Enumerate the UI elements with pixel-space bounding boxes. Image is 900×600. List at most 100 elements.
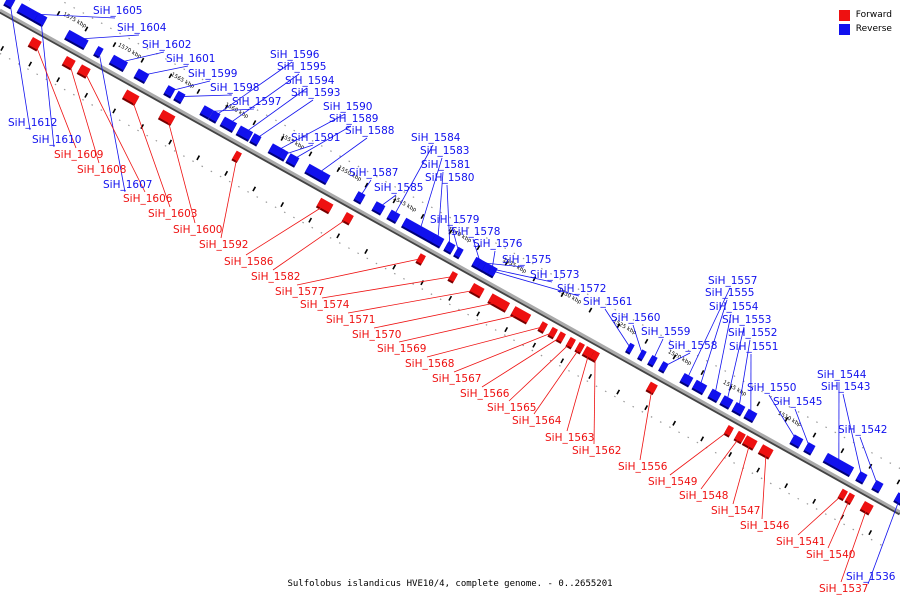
gene-sih-1557[interactable]	[679, 373, 694, 388]
gene-sih-1602[interactable]	[108, 54, 129, 73]
gene-sih-1552[interactable]	[731, 402, 746, 417]
gene-label[interactable]: SiH_1550	[747, 382, 796, 394]
gene-label[interactable]: SiH_1600	[173, 224, 222, 236]
gene-label[interactable]: SiH_1548	[679, 490, 728, 502]
gene-label[interactable]: SiH_1557	[708, 275, 757, 287]
gene-sih-1567[interactable]	[547, 326, 558, 340]
gene-label[interactable]: SiH_1595	[277, 61, 326, 73]
gene-sih-1559[interactable]	[647, 355, 658, 368]
gene-label[interactable]: SiH_1605	[93, 5, 142, 17]
gene-label[interactable]: SiH_1607	[103, 179, 152, 191]
gene-sih-1581[interactable]	[430, 234, 445, 249]
gene-label[interactable]: SiH_1560	[611, 312, 660, 324]
gene-sih-1598[interactable]	[173, 90, 186, 105]
gene-label[interactable]: SiH_1575	[502, 254, 551, 266]
gene-label[interactable]: SiH_1536	[846, 571, 896, 583]
gene-label[interactable]: SiH_1612	[8, 117, 57, 129]
gene-label[interactable]: SiH_1547	[711, 505, 760, 517]
gene-label[interactable]: SiH_1590	[323, 101, 372, 113]
gene-label[interactable]: SiH_1581	[421, 159, 470, 171]
gene-label[interactable]: SiH_1608	[77, 164, 126, 176]
gene-sih-1566[interactable]	[555, 331, 566, 344]
gene-label[interactable]: SiH_1543	[821, 381, 870, 393]
gene-label[interactable]: SiH_1562	[572, 445, 621, 457]
gene-sih-1553[interactable]	[719, 395, 734, 410]
gene-sih-1582[interactable]	[341, 212, 354, 226]
gene-sih-1536[interactable]	[893, 492, 900, 506]
gene-label[interactable]: SiH_1593	[291, 87, 340, 99]
gene-sih-1554[interactable]	[707, 388, 722, 404]
gene-label[interactable]: SiH_1542	[838, 424, 887, 436]
gene-label[interactable]: SiH_1553	[722, 314, 771, 326]
gene-sih-1595[interactable]	[219, 116, 238, 133]
gene-label[interactable]: SiH_1589	[329, 113, 378, 125]
gene-sih-1599[interactable]	[163, 85, 176, 99]
gene-label[interactable]: SiH_1565	[487, 402, 536, 414]
gene-sih-1542[interactable]	[871, 480, 884, 494]
gene-sih-1550[interactable]	[789, 434, 804, 449]
gene-sih-1585[interactable]	[371, 201, 386, 216]
gene-sih-1584[interactable]	[386, 209, 401, 225]
gene-label[interactable]: SiH_1591	[291, 132, 340, 144]
gene-label[interactable]: SiH_1603	[148, 208, 197, 220]
gene-label[interactable]: SiH_1537	[819, 583, 868, 595]
gene-sih-1608[interactable]	[61, 55, 76, 71]
gene-label[interactable]: SiH_1549	[648, 476, 697, 488]
gene-label[interactable]: SiH_1546	[740, 520, 790, 532]
gene-sih-1606[interactable]	[76, 64, 91, 79]
gene-sih-1555[interactable]	[691, 379, 708, 396]
gene-sih-1545[interactable]	[803, 442, 816, 456]
gene-sih-1560[interactable]	[636, 349, 647, 362]
gene-label[interactable]: SiH_1596	[270, 49, 320, 61]
gene-label[interactable]: SiH_1570	[352, 329, 401, 341]
gene-label[interactable]: SiH_1585	[374, 182, 423, 194]
gene-sih-1612[interactable]	[3, 0, 16, 10]
gene-sih-1579[interactable]	[453, 246, 464, 260]
gene-label[interactable]: SiH_1587	[349, 167, 398, 179]
gene-label[interactable]: SiH_1566	[460, 388, 510, 400]
gene-label[interactable]: SiH_1569	[377, 343, 426, 355]
gene-label[interactable]: SiH_1583	[420, 145, 469, 157]
gene-sih-1609[interactable]	[27, 36, 42, 52]
gene-label[interactable]: SiH_1599	[188, 68, 237, 80]
gene-label[interactable]: SiH_1545	[773, 396, 822, 408]
gene-label[interactable]: SiH_1606	[123, 193, 173, 205]
gene-sih-1587[interactable]	[353, 191, 366, 205]
gene-sih-1601[interactable]	[133, 68, 150, 84]
gene-label[interactable]: SiH_1604	[117, 22, 167, 34]
legend-forward[interactable]: Forward	[838, 8, 892, 22]
gene-label[interactable]: SiH_1582	[251, 271, 300, 283]
gene-label[interactable]: SiH_1602	[142, 39, 191, 51]
gene-label[interactable]: SiH_1601	[166, 53, 215, 65]
gene-label[interactable]: SiH_1571	[326, 314, 375, 326]
gene-sih-1558[interactable]	[658, 361, 669, 374]
gene-label[interactable]: SiH_1541	[776, 536, 825, 548]
gene-label[interactable]: SiH_1552	[728, 327, 777, 339]
gene-label[interactable]: SiH_1544	[817, 369, 867, 381]
gene-label[interactable]: SiH_1609	[54, 149, 103, 161]
gene-label[interactable]: SiH_1574	[300, 299, 350, 311]
gene-label[interactable]: SiH_1597	[232, 96, 281, 108]
gene-label[interactable]: SiH_1594	[285, 75, 335, 87]
gene-sih-1600[interactable]	[157, 109, 176, 127]
gene-label[interactable]: SiH_1572	[557, 283, 606, 295]
gene-sih-1569[interactable]	[510, 306, 532, 325]
gene-label[interactable]: SiH_1588	[345, 125, 394, 137]
gene-label[interactable]: SiH_1580	[425, 172, 474, 184]
gene-sih-1549[interactable]	[723, 425, 734, 438]
gene-sih-1589[interactable]	[285, 153, 300, 168]
gene-label[interactable]: SiH_1540	[806, 549, 855, 561]
gene-sih-1607[interactable]	[93, 46, 104, 59]
gene-sih-1551[interactable]	[743, 408, 758, 424]
gene-label[interactable]: SiH_1555	[705, 287, 754, 299]
gene-label[interactable]: SiH_1576	[473, 238, 523, 250]
gene-label[interactable]: SiH_1564	[512, 415, 562, 427]
gene-label[interactable]: SiH_1559	[641, 326, 690, 338]
gene-label[interactable]: SiH_1610	[32, 134, 81, 146]
gene-label[interactable]: SiH_1554	[709, 301, 759, 313]
gene-label[interactable]: SiH_1586	[224, 256, 274, 268]
gene-sih-1586[interactable]	[315, 197, 334, 215]
gene-label[interactable]: SiH_1592	[199, 239, 248, 251]
gene-label[interactable]: SiH_1558	[668, 340, 717, 352]
gene-label[interactable]: SiH_1568	[405, 358, 454, 370]
